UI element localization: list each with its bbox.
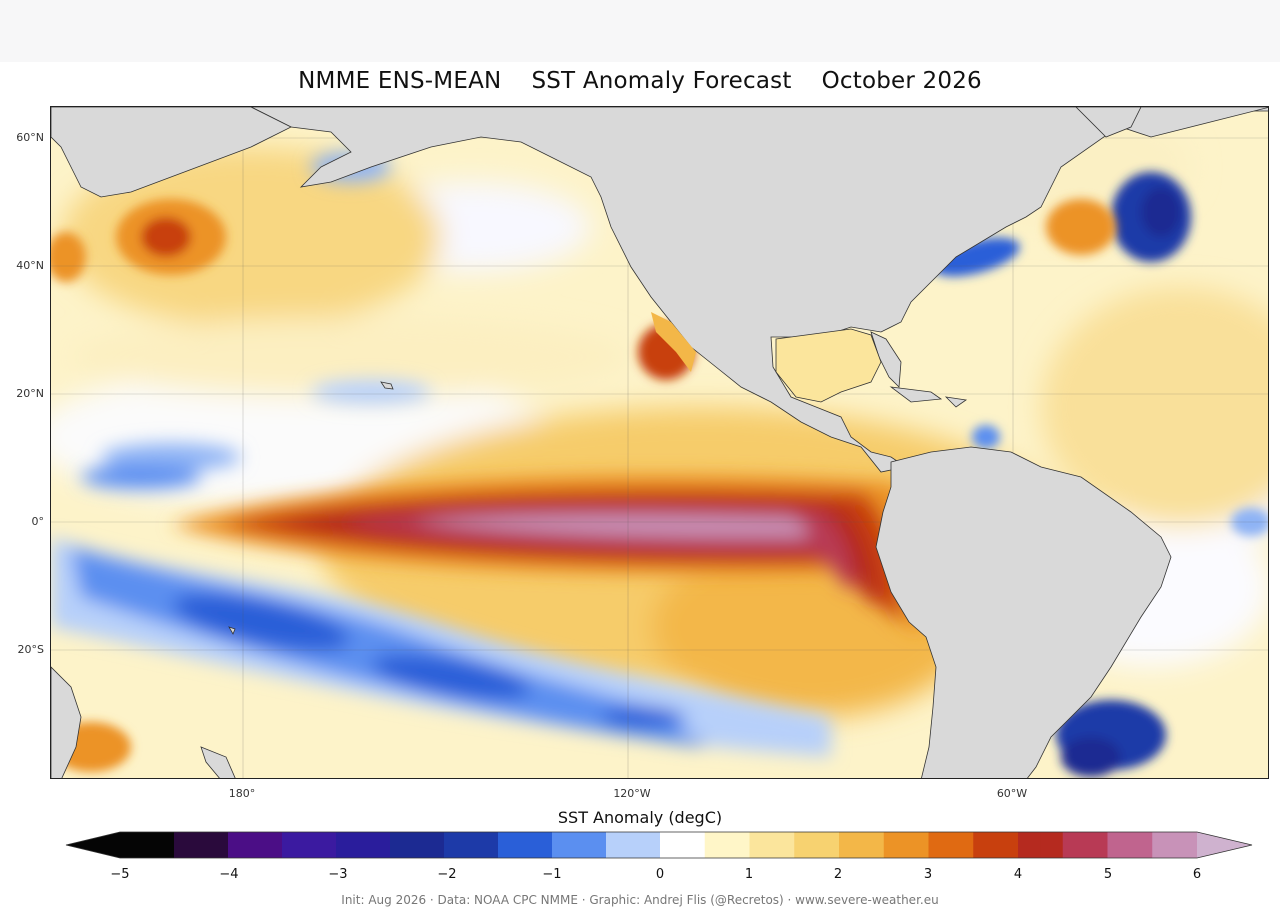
- colorbar-cell: [816, 832, 840, 858]
- colorbar-cell: [1085, 832, 1109, 858]
- colorbar-cell: [1018, 832, 1041, 858]
- colorbar-cell: [839, 832, 862, 858]
- colorbar-cell: [363, 832, 391, 858]
- credit-line: Init: Aug 2026 · Data: NOAA CPC NMME · G…: [341, 893, 939, 907]
- colorbar-cell: [771, 832, 795, 858]
- equatorial-warm-tongue: [171, 474, 926, 632]
- colorbar-cell: [883, 832, 907, 858]
- lat-label-20s: 20°S: [17, 643, 44, 656]
- colorbar-cell: [552, 832, 580, 858]
- lon-label-120w: 120°W: [613, 787, 651, 800]
- colorbar-cell: [309, 832, 337, 858]
- colorbar-cell: [579, 832, 607, 858]
- colorbar-cell: [973, 832, 997, 858]
- colorbar-cell: [794, 832, 818, 858]
- lat-label-60n: 60°N: [16, 131, 44, 144]
- colorbar-cell: [606, 832, 634, 858]
- colorbar-cell: [995, 832, 1019, 858]
- lat-label-20n: 20°N: [16, 387, 44, 400]
- top-bar: [0, 0, 1280, 62]
- colorbar-cell: [704, 832, 728, 858]
- colorbar-tick-neg2: −2: [437, 867, 457, 882]
- colorbar-tick-neg5: −5: [110, 867, 130, 882]
- hawaii: [380, 381, 394, 390]
- colorbar-cell: [1040, 832, 1064, 858]
- colorbar-cell: [1129, 832, 1153, 858]
- lat-label-0: 0°: [31, 515, 45, 528]
- sst-anomaly-map: [50, 106, 1269, 779]
- colorbar-cell: [147, 832, 175, 858]
- colorbar-tick-2: 2: [833, 867, 843, 882]
- land: [51, 107, 1268, 778]
- colorbar-tick-neg4: −4: [219, 867, 239, 882]
- colorbar-cell: [282, 832, 310, 858]
- colorbar-extend-min: [66, 832, 120, 858]
- colorbar-tick-5: 5: [1103, 867, 1113, 882]
- colorbar-cell: [950, 832, 974, 858]
- colorbar-cell: [633, 832, 661, 858]
- atlantic-cool-spots: [932, 129, 1268, 777]
- colorbar-cell: [1152, 832, 1176, 858]
- colorbar-cell: [906, 832, 930, 858]
- colorbar-cell: [336, 832, 364, 858]
- colorbar-cell: [1174, 832, 1198, 858]
- south-greenland: [1075, 107, 1142, 138]
- chart-title: NMME ENS-MEAN SST Anomaly Forecast Octob…: [298, 68, 982, 94]
- colorbar-cell: [1062, 832, 1086, 858]
- colorbar-cell: [928, 832, 952, 858]
- colorbar-cell: [228, 832, 256, 858]
- colorbar-tick-3: 3: [923, 867, 933, 882]
- colorbar-cell: [417, 832, 445, 858]
- colorbar-label: SST Anomaly (degC): [557, 808, 723, 827]
- colorbar-cell: [1107, 832, 1131, 858]
- colorbar: [65, 831, 1253, 859]
- lat-label-40n: 40°N: [16, 259, 44, 272]
- colorbar-cell: [174, 832, 202, 858]
- lon-label-180: 180°: [228, 787, 256, 800]
- colorbar-cell: [861, 832, 885, 858]
- new-zealand: [200, 746, 236, 778]
- colorbar-tick-neg1: −1: [542, 867, 562, 882]
- colorbar-extend-max: [1197, 832, 1252, 858]
- colorbar-tick-4: 4: [1013, 867, 1023, 882]
- colorbar-cell: [727, 832, 751, 858]
- colorbar-cell: [120, 832, 148, 858]
- colorbar-cell: [255, 832, 283, 858]
- colorbar-cell: [749, 832, 773, 858]
- lon-label-60w: 60°W: [996, 787, 1028, 800]
- colorbar-cell: [525, 832, 553, 858]
- alaska: [51, 107, 292, 198]
- colorbar-cell: [390, 832, 418, 858]
- colorbar-tick-0: 0: [655, 867, 665, 882]
- colorbar-cell: [471, 832, 499, 858]
- colorbar-cell: [201, 832, 229, 858]
- colorbar-cell: [682, 832, 706, 858]
- south-america: [875, 446, 1172, 778]
- colorbar-tick-1: 1: [744, 867, 754, 882]
- colorbar-tick-6: 6: [1192, 867, 1202, 882]
- australia: [51, 666, 82, 778]
- colorbar-cell: [660, 832, 683, 858]
- south-pacific-cool-band: [51, 152, 831, 757]
- colorbar-cell: [444, 832, 472, 858]
- colorbar-cell: [498, 832, 526, 858]
- colorbar-tick-neg3: −3: [328, 867, 348, 882]
